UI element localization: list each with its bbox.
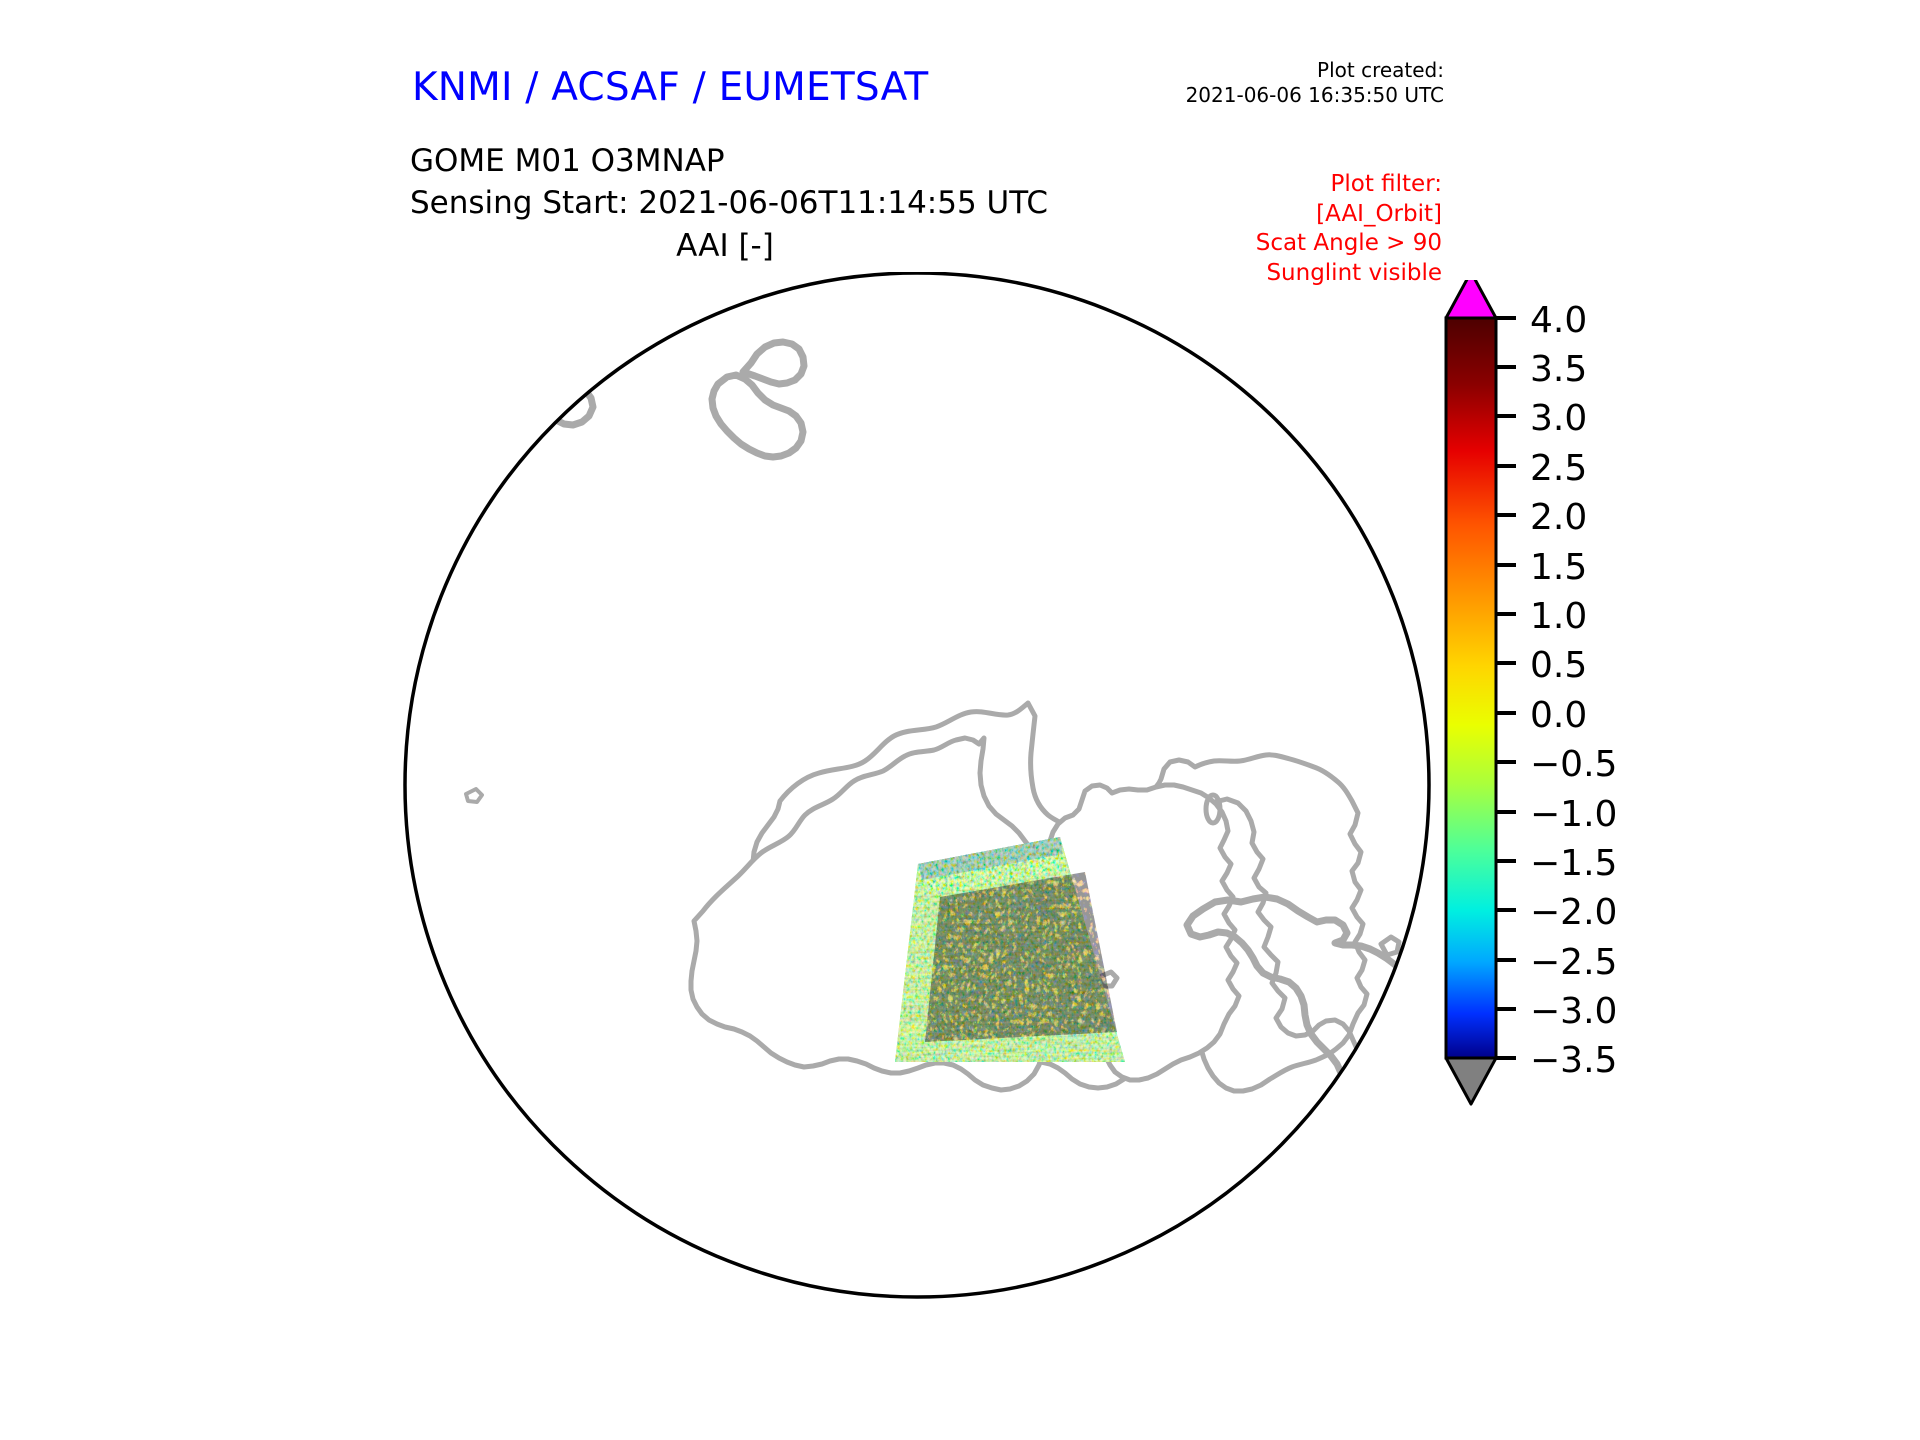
plot-created-value: 2021-06-06 16:35:50 UTC xyxy=(1185,83,1444,107)
colorbar-tick-labels: 4.0 3.5 3.0 2.5 2.0 1.5 1.0 0.5 0.0 −0.5… xyxy=(1530,300,1617,1081)
coastline-fragment-upper-left xyxy=(405,365,519,404)
coastline-island-small-1 xyxy=(1203,792,1223,826)
colorbar-label-4: 2.0 xyxy=(1530,497,1587,538)
colorbar: 4.0 3.5 3.0 2.5 2.0 1.5 1.0 0.5 0.0 −0.5… xyxy=(1430,280,1850,1320)
colorbar-label-7: 0.5 xyxy=(1530,645,1587,686)
colorbar-label-8: 0.0 xyxy=(1530,695,1587,736)
data-swath-hotspots xyxy=(925,872,1117,1042)
organization-title: KNMI / ACSAF / EUMETSAT xyxy=(412,65,929,110)
plot-created-label: Plot created: xyxy=(1317,58,1444,82)
colorbar-label-10: −1.0 xyxy=(1530,794,1617,835)
colorbar-ticks xyxy=(1496,316,1516,1060)
data-swath xyxy=(895,837,1125,1062)
filter-line-0: Plot filter: xyxy=(1330,171,1442,197)
dataset-info-block: GOME M01 O3MNAP Sensing Start: 2021-06-0… xyxy=(410,140,1048,224)
colorbar-label-13: −2.5 xyxy=(1530,942,1617,983)
colorbar-label-0: 4.0 xyxy=(1530,300,1587,341)
coastline-island-small-2 xyxy=(1378,934,1402,958)
coastline-new-zealand-south-island xyxy=(708,371,807,461)
filter-line-1: [AAI_Orbit] xyxy=(1316,200,1442,227)
colorbar-gradient xyxy=(1444,316,1498,1060)
data-swath-leading-edge-noise xyxy=(918,837,1067,896)
colorbar-under-triangle xyxy=(1444,1056,1498,1106)
coastline-antarctica xyxy=(750,700,1370,1094)
filter-line-2: Scat Angle > 90 xyxy=(1255,230,1442,256)
sensing-start: Sensing Start: 2021-06-06T11:14:55 UTC xyxy=(410,185,1048,221)
filter-line-3: Sunglint visible xyxy=(1266,259,1442,286)
globe-outline xyxy=(403,272,1431,1299)
map-canvas xyxy=(403,272,1431,1299)
colorbar-label-9: −0.5 xyxy=(1530,744,1617,785)
colorbar-label-1: 3.5 xyxy=(1530,349,1587,390)
coastline-new-zealand-north-island xyxy=(739,338,808,388)
colorbar-label-15: −3.5 xyxy=(1530,1040,1617,1081)
colorbar-label-11: −1.5 xyxy=(1530,843,1617,884)
colorbar-label-14: −3.0 xyxy=(1530,991,1617,1032)
dataset-name: GOME M01 O3MNAP xyxy=(410,143,725,179)
colorbar-canvas: 4.0 3.5 3.0 2.5 2.0 1.5 1.0 0.5 0.0 −0.5… xyxy=(1444,280,1617,1106)
plot-filter-block: Plot filter: [AAI_Orbit] Scat Angle > 90… xyxy=(1130,170,1442,288)
colorbar-label-6: 1.0 xyxy=(1530,596,1587,637)
page-title: AAI [-] xyxy=(676,228,774,264)
colorbar-label-5: 1.5 xyxy=(1530,547,1587,588)
colorbar-label-3: 2.5 xyxy=(1530,448,1587,489)
plot-created-block: Plot created: 2021-06-06 16:35:50 UTC xyxy=(1060,58,1444,108)
coastline-island-small-4 xyxy=(464,787,484,804)
polar-map xyxy=(395,272,1445,1302)
colorbar-over-triangle xyxy=(1444,280,1498,320)
colorbar-label-2: 3.0 xyxy=(1530,398,1587,439)
colorbar-label-12: −2.0 xyxy=(1530,892,1617,933)
